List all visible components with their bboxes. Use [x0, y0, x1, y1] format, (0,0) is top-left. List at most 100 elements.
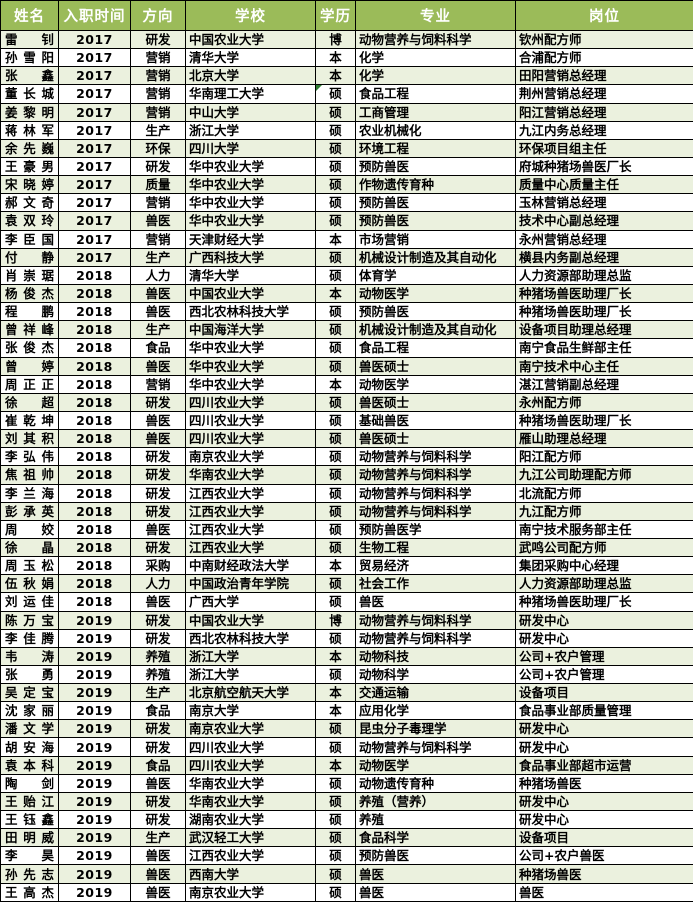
cell-major[interactable]: 预防兽医: [355, 846, 516, 866]
cell-position[interactable]: 雁山助理总经理: [515, 429, 693, 449]
cell-school[interactable]: 江西农业大学: [185, 483, 316, 503]
cell-direction[interactable]: 营销: [130, 374, 186, 394]
cell-position[interactable]: 质量中心质量主任: [515, 175, 693, 195]
cell-year[interactable]: 2018: [58, 392, 131, 412]
cell-name[interactable]: 袁本科: [0, 755, 59, 775]
cell-direction[interactable]: 兽医: [130, 592, 186, 612]
cell-major[interactable]: 昆虫分子毒理学: [355, 719, 516, 739]
cell-degree[interactable]: 硕: [315, 302, 356, 322]
cell-position[interactable]: 技术中心副总经理: [515, 211, 693, 231]
cell-name[interactable]: 刘运佳: [0, 592, 59, 612]
cell-direction[interactable]: 食品: [130, 701, 186, 721]
cell-year[interactable]: 2017: [58, 229, 131, 249]
cell-school[interactable]: 浙江大学: [185, 664, 316, 685]
cell-year[interactable]: 2017: [58, 211, 131, 231]
cell-name[interactable]: 王豪男: [0, 156, 59, 177]
cell-school[interactable]: 南京农业大学: [185, 882, 316, 902]
cell-school[interactable]: 华中农业大学: [185, 175, 316, 195]
cell-school[interactable]: 江西农业大学: [185, 537, 316, 558]
cell-position[interactable]: 研发中心: [515, 791, 693, 812]
cell-name[interactable]: 宋晓婷: [0, 175, 59, 195]
cell-direction[interactable]: 营销: [130, 102, 186, 122]
cell-school[interactable]: 中山大学: [185, 102, 316, 122]
cell-direction[interactable]: 研发: [130, 610, 186, 630]
cell-school[interactable]: 西北农林科技大学: [185, 628, 316, 648]
cell-year[interactable]: 2017: [58, 29, 131, 50]
cell-school[interactable]: 中南财经政法大学: [185, 556, 316, 576]
cell-degree[interactable]: 本: [315, 283, 356, 304]
cell-name[interactable]: 韦涛: [0, 646, 59, 666]
cell-direction[interactable]: 采购: [130, 556, 186, 576]
cell-year[interactable]: 2017: [58, 193, 131, 213]
cell-degree[interactable]: 硕: [315, 501, 356, 521]
cell-school[interactable]: 广西科技大学: [185, 247, 316, 267]
cell-position[interactable]: 九江内务总经理: [515, 120, 693, 140]
cell-direction[interactable]: 生产: [130, 683, 186, 703]
cell-year[interactable]: 2018: [58, 592, 131, 612]
cell-direction[interactable]: 营销: [130, 66, 186, 86]
cell-direction[interactable]: 兽医: [130, 773, 186, 793]
cell-major[interactable]: 兽医: [355, 592, 516, 612]
cell-position[interactable]: 种猪场兽医助理厂长: [515, 592, 693, 612]
cell-year[interactable]: 2018: [58, 556, 131, 576]
cell-major[interactable]: 预防兽医: [355, 193, 516, 213]
cell-year[interactable]: 2018: [58, 338, 131, 358]
cell-degree[interactable]: 硕: [315, 410, 356, 431]
cell-degree[interactable]: 硕: [315, 519, 356, 539]
cell-degree[interactable]: 硕: [315, 356, 356, 376]
cell-school[interactable]: 华南理工大学: [185, 84, 316, 104]
cell-degree[interactable]: 本: [315, 646, 356, 666]
cell-year[interactable]: 2017: [58, 138, 131, 158]
cell-year[interactable]: 2019: [58, 683, 131, 703]
cell-name[interactable]: 彭承英: [0, 501, 59, 521]
cell-year[interactable]: 2018: [58, 447, 131, 467]
cell-school[interactable]: 华中农业大学: [185, 338, 316, 358]
cell-direction[interactable]: 生产: [130, 247, 186, 267]
cell-major[interactable]: 动物营养与饲料科学: [355, 628, 516, 648]
cell-position[interactable]: 研发中心: [515, 610, 693, 630]
cell-degree[interactable]: 硕: [315, 447, 356, 467]
cell-year[interactable]: 2017: [58, 66, 131, 86]
cell-school[interactable]: 南京农业大学: [185, 719, 316, 739]
cell-degree[interactable]: 硕: [315, 791, 356, 812]
cell-school[interactable]: 清华大学: [185, 265, 316, 285]
cell-year[interactable]: 2019: [58, 701, 131, 721]
cell-major[interactable]: 贸易经济: [355, 556, 516, 576]
cell-name[interactable]: 潘文学: [0, 719, 59, 739]
cell-position[interactable]: 食品事业部超市运营: [515, 755, 693, 775]
cell-position[interactable]: 横县内务副总经理: [515, 247, 693, 267]
cell-year[interactable]: 2019: [58, 610, 131, 630]
cell-year[interactable]: 2019: [58, 864, 131, 884]
cell-year[interactable]: 2019: [58, 737, 131, 757]
cell-school[interactable]: 华中农业大学: [185, 156, 316, 177]
cell-degree[interactable]: 本: [315, 755, 356, 775]
cell-direction[interactable]: 兽医: [130, 410, 186, 431]
cell-direction[interactable]: 研发: [130, 483, 186, 503]
cell-position[interactable]: 九江公司助理配方师: [515, 465, 693, 485]
cell-year[interactable]: 2018: [58, 356, 131, 376]
cell-name[interactable]: 沈家丽: [0, 701, 59, 721]
cell-position[interactable]: 南宁食品生鲜部主任: [515, 338, 693, 358]
header-position[interactable]: 岗位: [515, 0, 693, 31]
cell-position[interactable]: 南宁技术服务部主任: [515, 519, 693, 539]
cell-degree[interactable]: 硕: [315, 392, 356, 412]
cell-major[interactable]: 机械设计制造及其自动化: [355, 247, 516, 267]
cell-name[interactable]: 周正正: [0, 374, 59, 394]
cell-degree[interactable]: 硕: [315, 882, 356, 902]
cell-major[interactable]: 动物营养与饲料科学: [355, 29, 516, 50]
cell-direction[interactable]: 研发: [130, 719, 186, 739]
header-hire-year[interactable]: 入职时间: [58, 0, 131, 31]
cell-position[interactable]: 南宁技术中心主任: [515, 356, 693, 376]
cell-name[interactable]: 李弘伟: [0, 447, 59, 467]
cell-year[interactable]: 2019: [58, 882, 131, 902]
cell-school[interactable]: 四川农业大学: [185, 737, 316, 757]
cell-degree[interactable]: 硕: [315, 338, 356, 358]
cell-degree[interactable]: 硕: [315, 211, 356, 231]
cell-direction[interactable]: 生产: [130, 320, 186, 340]
cell-direction[interactable]: 质量: [130, 175, 186, 195]
cell-degree[interactable]: 本: [315, 556, 356, 576]
cell-position[interactable]: 钦州配方师: [515, 29, 693, 50]
cell-name[interactable]: 郝文奇: [0, 193, 59, 213]
cell-direction[interactable]: 兽医: [130, 211, 186, 231]
cell-position[interactable]: 兽医: [515, 882, 693, 902]
